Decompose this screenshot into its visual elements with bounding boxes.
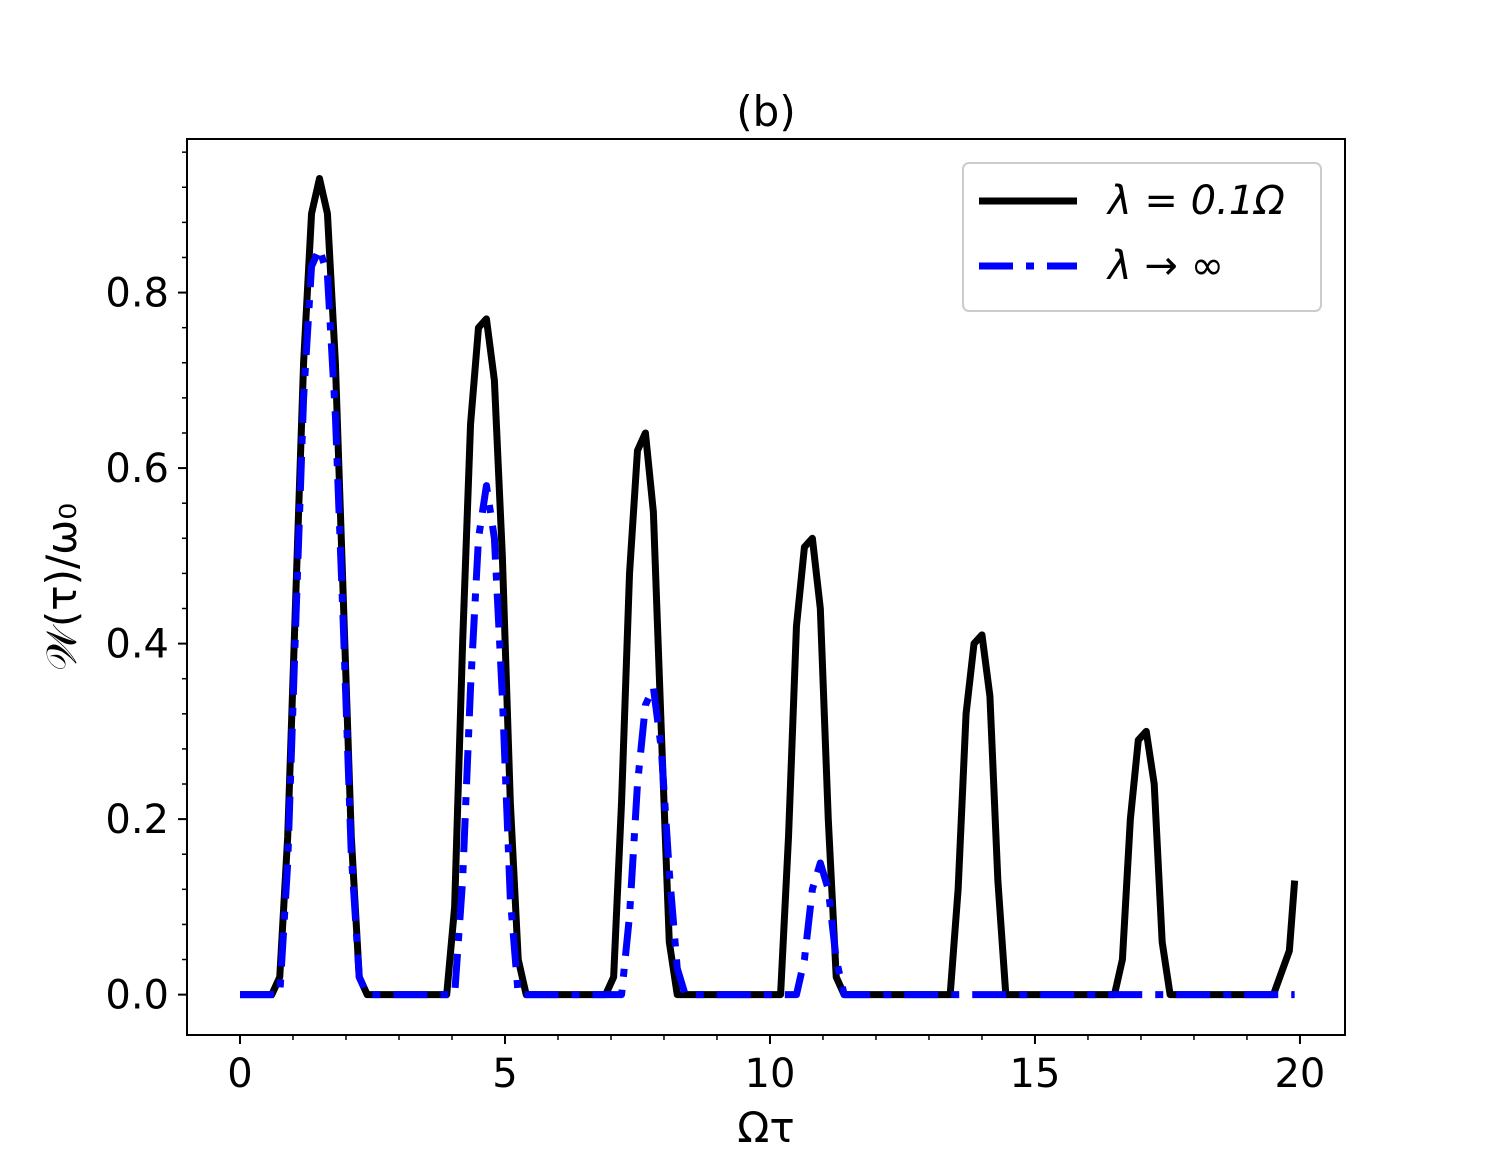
y-tick-label-2: 0.4	[105, 622, 169, 668]
y-tick-label-1: 0.2	[105, 797, 169, 843]
x-axis-label: Ωτ	[737, 1103, 794, 1152]
x-tick-label-4: 20	[1274, 1051, 1325, 1097]
chart-title: (b)	[736, 87, 795, 136]
plot-frame	[186, 138, 1346, 1036]
legend: λ = 0.1Ω λ → ∞	[962, 162, 1322, 312]
series-layer	[240, 174, 1299, 999]
y-tick-label-0: 0.0	[105, 973, 169, 1019]
y-axis-label: 𝒲(τ)/ω₀	[37, 503, 86, 671]
legend-label-1: λ → ∞	[1106, 243, 1224, 289]
x-tick-label-1: 5	[492, 1051, 517, 1097]
y-tick-label-3: 0.6	[105, 446, 169, 492]
x-tick-label-2: 10	[745, 1051, 796, 1097]
x-tick-label-3: 15	[1010, 1051, 1061, 1097]
series-line-1	[240, 245, 1295, 999]
x-tick-label-0: 0	[227, 1051, 252, 1097]
ticks-layer: 0 5 10 15 20 0.0 0.2 0.4 0.6 0.8	[105, 151, 1325, 1097]
y-tick-label-4: 0.8	[105, 271, 169, 317]
legend-label-0: λ = 0.1Ω	[1106, 178, 1285, 224]
